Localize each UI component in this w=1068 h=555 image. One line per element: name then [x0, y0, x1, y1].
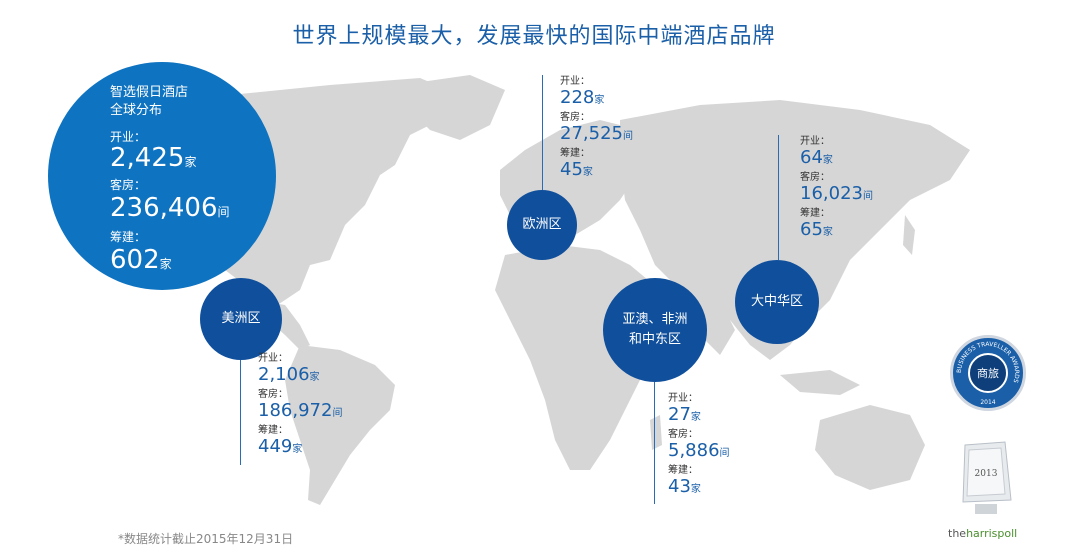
region-americas-name: 美洲区	[221, 311, 261, 326]
global-heading: 智选假日酒店 全球分布	[110, 84, 188, 120]
region-amea-name-line1: 亚澳、非洲	[622, 312, 688, 327]
region-americas-circle: 美洲区	[200, 278, 282, 360]
china-rooms-label: 客房：	[800, 172, 830, 183]
amea-open-label: 开业：	[668, 393, 698, 404]
amea-connector	[654, 382, 655, 504]
global-heading-line2: 全球分布	[110, 103, 163, 118]
business-traveller-award-badge: BUSINESS TRAVELLER AWARDS 2014 商旅	[950, 335, 1026, 411]
region-europe-circle: 欧洲区	[507, 190, 577, 260]
global-summary-circle: 智选假日酒店 全球分布 开业： 2,425家 客房： 236,406间 筹建： …	[48, 62, 276, 290]
land-madagascar	[650, 415, 662, 450]
europe-stats: 开业： 228家 客房： 27,525间 筹建： 45家	[560, 75, 633, 183]
land-japan	[903, 215, 915, 255]
americas-open-value: 2,106家	[258, 364, 320, 385]
china-stats: 开业： 64家 客房： 16,023间 筹建： 65家	[800, 135, 873, 243]
europe-pipeline-label: 筹建：	[560, 148, 590, 159]
americas-open-label: 开业：	[258, 353, 288, 364]
region-china-name: 大中华区	[750, 294, 803, 309]
europe-rooms-value: 27,525间	[560, 123, 633, 144]
land-south-america	[285, 345, 395, 505]
china-connector	[778, 135, 779, 260]
footnote: *数据统计截止2015年12月31日	[118, 532, 294, 546]
harris-poll-logo: theharrispoll	[948, 527, 1018, 540]
global-open-label: 开业：	[110, 130, 147, 144]
europe-open-label: 开业：	[560, 76, 590, 87]
amea-open-value: 27家	[668, 404, 701, 425]
amea-pipeline-value: 43家	[668, 476, 701, 497]
land-greenland	[400, 75, 505, 140]
china-open-label: 开业：	[800, 136, 830, 147]
region-amea-name-line2: 和中东区	[628, 332, 681, 347]
americas-rooms-value: 186,972间	[258, 400, 343, 421]
europe-connector	[542, 75, 543, 190]
region-china-circle: 大中华区	[735, 260, 819, 344]
award-ring-icon: BUSINESS TRAVELLER AWARDS 2014	[956, 341, 1020, 406]
china-rooms-value: 16,023间	[800, 183, 873, 204]
region-europe-name: 欧洲区	[522, 217, 562, 232]
land-asia	[620, 100, 970, 360]
amea-rooms-label: 客房：	[668, 429, 698, 440]
amea-pipeline-label: 筹建：	[668, 465, 698, 476]
global-rooms-label: 客房：	[110, 178, 147, 192]
americas-stats: 开业： 2,106家 客房： 186,972间 筹建： 449家	[258, 352, 342, 460]
china-pipeline-label: 筹建：	[800, 208, 830, 219]
land-indonesia	[780, 370, 860, 395]
global-open-value: 2,425家	[110, 143, 197, 173]
americas-rooms-label: 客房：	[258, 389, 288, 400]
trophy-icon: 2013	[962, 441, 1012, 514]
trophy-year: 2013	[975, 469, 998, 479]
amea-rooms-value: 5,886间	[668, 440, 730, 461]
americas-connector	[240, 360, 241, 465]
global-rooms-value: 236,406间	[110, 193, 230, 223]
global-heading-line1: 智选假日酒店	[110, 85, 189, 100]
china-open-value: 64家	[800, 147, 833, 168]
amea-stats: 开业： 27家 客房： 5,886间 筹建： 43家	[668, 392, 730, 500]
page-title: 世界上规模最大，发展最快的国际中端酒店品牌	[292, 24, 776, 49]
china-pipeline-value: 65家	[800, 219, 833, 240]
europe-pipeline-value: 45家	[560, 159, 593, 180]
americas-pipeline-value: 449家	[258, 436, 303, 457]
svg-text:BUSINESS TRAVELLER AWARDS: BUSINESS TRAVELLER AWARDS	[956, 341, 1020, 384]
award-center: 商旅	[968, 353, 1008, 393]
europe-open-value: 228家	[560, 87, 605, 108]
award-ring-text: BUSINESS TRAVELLER AWARDS	[956, 341, 1020, 384]
americas-pipeline-label: 筹建：	[258, 425, 288, 436]
europe-rooms-label: 客房：	[560, 112, 590, 123]
global-pipeline-value: 602家	[110, 245, 172, 275]
region-amea-circle: 亚澳、非洲 和中东区	[603, 278, 707, 382]
land-australia	[815, 405, 925, 490]
global-pipeline-label: 筹建：	[110, 230, 147, 244]
award-year: 2014	[980, 399, 995, 406]
